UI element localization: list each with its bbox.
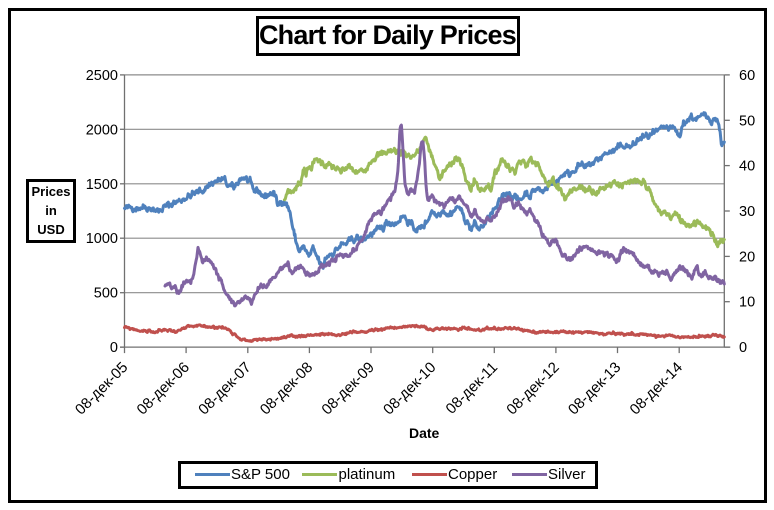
svg-text:10: 10: [739, 295, 755, 311]
svg-text:08-дек-09: 08-дек-09: [318, 359, 377, 418]
svg-text:500: 500: [94, 286, 118, 302]
svg-text:08-дек-11: 08-дек-11: [443, 359, 502, 418]
svg-text:08-дек-14: 08-дек-14: [627, 359, 686, 418]
svg-text:08-дек-08: 08-дек-08: [257, 359, 316, 418]
svg-text:30: 30: [739, 204, 755, 220]
svg-text:40: 40: [739, 159, 755, 175]
svg-text:08-дек-12: 08-дек-12: [503, 359, 562, 418]
svg-text:08-дек-06: 08-дек-06: [134, 359, 193, 418]
svg-text:50: 50: [739, 113, 755, 129]
svg-text:1500: 1500: [86, 177, 118, 193]
svg-text:2000: 2000: [86, 122, 118, 138]
svg-text:20: 20: [739, 249, 755, 265]
svg-text:2500: 2500: [86, 68, 118, 84]
svg-text:08-дек-07: 08-дек-07: [195, 359, 254, 418]
svg-text:60: 60: [739, 68, 755, 84]
svg-text:0: 0: [739, 340, 747, 356]
svg-text:0: 0: [110, 340, 118, 356]
svg-text:08-дек-05: 08-дек-05: [72, 359, 131, 418]
svg-text:1000: 1000: [86, 231, 118, 247]
svg-text:08-дек-10: 08-дек-10: [380, 359, 439, 418]
svg-text:08-дек-13: 08-дек-13: [565, 359, 624, 418]
